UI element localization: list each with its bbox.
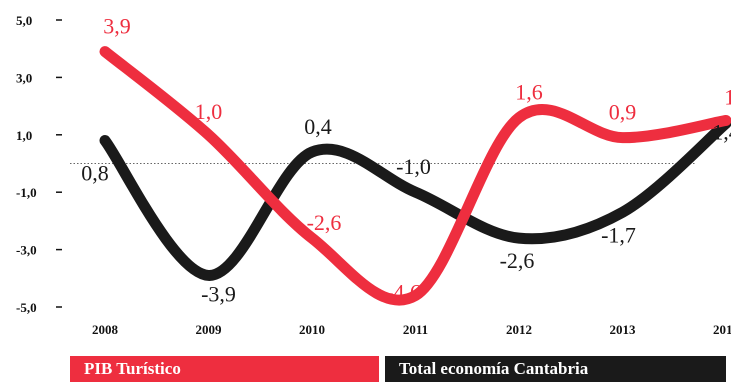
x-tick-label: 2013 bbox=[610, 322, 637, 337]
data-label-pib: 1,6 bbox=[515, 80, 543, 105]
x-axis: 2008 2009 2010 2011 2012 2013 2014 bbox=[92, 322, 731, 337]
y-axis: 5,0 3,0 1,0 -1,0 -3,0 -5,0 bbox=[16, 13, 62, 315]
y-tick-label: 1,0 bbox=[16, 128, 32, 143]
data-label-total: 0,4 bbox=[304, 114, 332, 139]
x-tick-label: 2009 bbox=[196, 322, 223, 337]
x-tick-label: 2010 bbox=[299, 322, 325, 337]
y-tick-label: -5,0 bbox=[16, 300, 37, 315]
x-tick-label: 2012 bbox=[506, 322, 532, 337]
legend-total-label: Total economía Cantabria bbox=[399, 359, 589, 378]
y-tick-label: -3,0 bbox=[16, 243, 37, 258]
x-tick-label: 2008 bbox=[92, 322, 119, 337]
data-label-total: -1,0 bbox=[396, 154, 431, 179]
series-line-total-economia bbox=[99, 117, 731, 281]
y-tick-label: 5,0 bbox=[16, 13, 32, 28]
data-label-pib: 1,5 bbox=[724, 84, 731, 109]
data-label-total: 1,4 bbox=[712, 119, 731, 144]
legend-pib-turistico: PIB Turístico bbox=[70, 356, 379, 382]
x-tick-label: 2011 bbox=[403, 322, 428, 337]
data-label-pib: -2,6 bbox=[307, 210, 342, 235]
y-tick-label: 3,0 bbox=[16, 70, 32, 85]
data-label-total: -3,9 bbox=[201, 281, 236, 306]
data-label-pib: -4,6 bbox=[386, 280, 421, 305]
data-label-total: 0,8 bbox=[81, 161, 109, 186]
series-layer bbox=[99, 46, 731, 306]
y-tick-label: -1,0 bbox=[16, 185, 37, 200]
x-tick-label: 2014 bbox=[713, 322, 731, 337]
series-line-pib-turistico bbox=[99, 46, 731, 306]
data-label-total: -2,6 bbox=[500, 248, 535, 273]
data-label-pib: 1,0 bbox=[195, 99, 223, 124]
legend-total-economia: Total economía Cantabria bbox=[385, 356, 726, 382]
data-label-pib: 3,9 bbox=[103, 14, 131, 39]
data-labels: 3,9 1,0 -2,6 -4,6 1,6 0,9 1,5 0,8 -3,9 0,4 -1,0 -2,… bbox=[81, 14, 731, 307]
data-label-total: -1,7 bbox=[601, 222, 636, 247]
legend-pib-label: PIB Turístico bbox=[84, 359, 181, 378]
data-label-pib: 0,9 bbox=[609, 100, 637, 125]
